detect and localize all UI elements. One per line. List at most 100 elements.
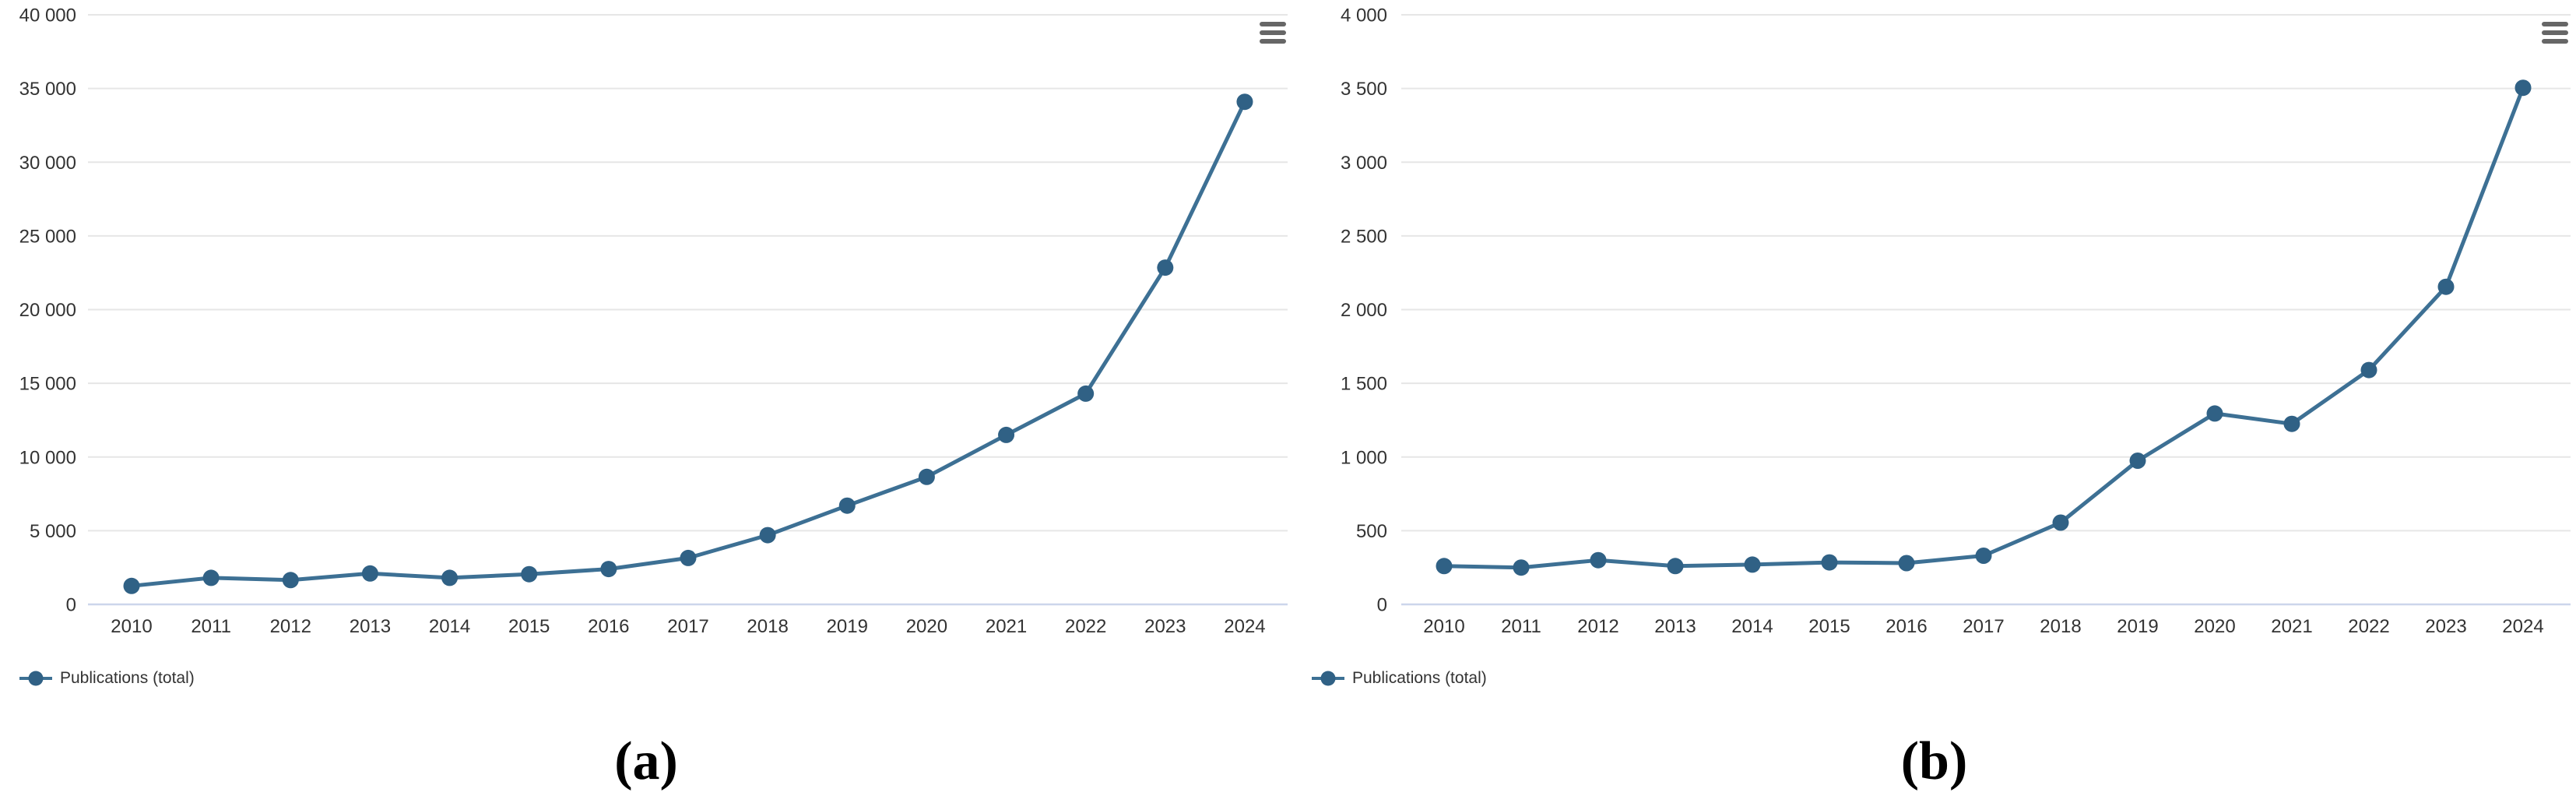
x-axis-tick-label: 2016 [1885, 616, 1927, 637]
legend-marker-icon [1312, 671, 1344, 686]
x-axis-tick-label: 2012 [270, 616, 311, 637]
line-chart-b: 0 500 1 000 1 500 2 000 2 500 3 000 3 500 4 000 2… [1341, 5, 2571, 637]
data-point-2022[interactable] [2360, 361, 2377, 379]
data-point-2016[interactable] [600, 561, 617, 578]
x-axis-tick-label: 2010 [1423, 616, 1464, 637]
chart-panel-b: 0 500 1 000 1 500 2 000 2 500 3 000 3 500 4 000 2… [1292, 0, 2576, 803]
x-axis-tick-label: 2012 [1577, 616, 1618, 637]
x-axis-tick-label: 2021 [986, 616, 1027, 637]
data-point-2014[interactable] [1744, 556, 1761, 573]
data-point-2019[interactable] [2129, 453, 2146, 469]
data-point-2023[interactable] [2437, 278, 2455, 295]
y-axis-tick-label: 1 500 [1341, 374, 1387, 395]
data-point-2011[interactable] [202, 569, 220, 586]
data-point-2013[interactable] [1667, 558, 1684, 575]
x-axis-tick-label: 2011 [1501, 616, 1541, 637]
y-axis-tick-label: 1 000 [1341, 447, 1387, 468]
y-axis-tick-label: 500 [1356, 521, 1387, 542]
x-axis-tick-label: 2015 [508, 616, 550, 637]
x-axis-tick-label: 2020 [906, 616, 947, 637]
data-point-2015[interactable] [1821, 554, 1838, 571]
x-axis-tick-label: 2020 [2194, 616, 2235, 637]
x-axis-tick-label: 2019 [2117, 616, 2158, 637]
chart-panel-a: 0 5 000 10 000 15 000 20 000 25 000 30 000 35 0… [17, 5, 1288, 791]
x-axis-tick-label: 2022 [1065, 616, 1106, 637]
series-line-publications-total [1442, 86, 2525, 570]
x-axis-tick-label: 2024 [1224, 616, 1265, 637]
menu-bar [2542, 22, 2568, 26]
x-axis-tick-label: 2013 [1654, 616, 1696, 637]
menu-bar [1260, 39, 1286, 44]
line-chart-a: 0 5 000 10 000 15 000 20 000 25 000 30 000 35 0… [19, 5, 1288, 637]
x-axis-tick-label: 2016 [588, 616, 629, 637]
legend-item-publications-total[interactable]: Publications (total) [1309, 667, 1487, 690]
y-axis-tick-label: 25 000 [19, 226, 76, 247]
hamburger-menu-icon[interactable] [2542, 22, 2568, 44]
x-axis-tick-label: 2015 [1808, 616, 1850, 637]
x-axis-tick-label: 2011 [191, 616, 231, 637]
y-axis-tick-label: 2 500 [1341, 226, 1387, 247]
data-point-2018[interactable] [2052, 514, 2069, 531]
legend-item-publications-total[interactable]: Publications (total) [17, 667, 195, 690]
data-point-2010[interactable] [1436, 558, 1453, 575]
x-axis-tick-label: 2022 [2348, 616, 2389, 637]
x-axis-tick-label: 2017 [667, 616, 708, 637]
y-axis-tick-label: 10 000 [19, 447, 76, 468]
x-axis-tick-label: 2013 [350, 616, 391, 637]
x-axis-tick-label: 2024 [2502, 616, 2543, 637]
data-point-2012[interactable] [1590, 551, 1607, 569]
y-axis-tick-label: 2 000 [1341, 300, 1387, 321]
data-point-2015[interactable] [521, 565, 538, 583]
menu-bar [2542, 30, 2568, 35]
y-axis-tick-label: 35 000 [19, 79, 76, 100]
legend-label: Publications (total) [1352, 669, 1487, 687]
y-axis-tick-label: 3 000 [1341, 153, 1387, 174]
x-axis-tick-label: 2023 [2425, 616, 2466, 637]
data-point-2019[interactable] [838, 497, 856, 514]
data-point-2020[interactable] [918, 468, 935, 485]
hamburger-menu-icon[interactable] [1260, 22, 1286, 44]
x-axis-tick-label: 2014 [1731, 616, 1773, 637]
data-point-2011[interactable] [1513, 559, 1530, 576]
y-axis-tick-label: 20 000 [19, 300, 76, 321]
data-point-2012[interactable] [282, 572, 299, 589]
y-axis-tick-label: 15 000 [19, 374, 76, 395]
menu-bar [1260, 30, 1286, 35]
data-point-2016[interactable] [1898, 555, 1915, 572]
y-axis-tick-label: 0 [1377, 595, 1387, 616]
data-point-2024[interactable] [1236, 93, 1253, 111]
y-axis-tick-label: 30 000 [19, 153, 76, 174]
legend-marker-icon [19, 671, 52, 686]
data-point-2020[interactable] [2206, 405, 2223, 422]
x-axis-tick-label: 2018 [2040, 616, 2081, 637]
x-axis-tick-label: 2010 [111, 616, 152, 637]
y-axis-tick-label: 4 000 [1341, 5, 1387, 26]
data-point-2021[interactable] [2283, 415, 2300, 432]
x-axis-tick-label: 2023 [1144, 616, 1186, 637]
data-point-2014[interactable] [441, 569, 459, 586]
data-point-2023[interactable] [1157, 259, 1174, 276]
legend-label: Publications (total) [60, 669, 195, 687]
x-axis-tick-label: 2014 [429, 616, 470, 637]
series-line-publications-total [129, 100, 1247, 588]
x-axis-tick-label: 2021 [2271, 616, 2312, 637]
caption-b: (b) [1900, 731, 1968, 791]
y-axis-tick-label: 5 000 [30, 521, 76, 542]
data-point-2018[interactable] [759, 527, 776, 544]
data-point-2024[interactable] [2514, 79, 2532, 97]
data-point-2021[interactable] [998, 426, 1015, 443]
y-axis-tick-label: 0 [66, 595, 76, 616]
caption-a: (a) [614, 731, 678, 791]
x-axis-tick-label: 2019 [827, 616, 868, 637]
data-point-2022[interactable] [1077, 385, 1095, 402]
x-axis-tick-label: 2018 [747, 616, 788, 637]
menu-bar [2542, 39, 2568, 44]
data-point-2017[interactable] [680, 549, 697, 566]
y-axis-tick-label: 3 500 [1341, 79, 1387, 100]
y-axis-tick-label: 40 000 [19, 5, 76, 26]
data-point-2013[interactable] [361, 565, 378, 582]
menu-bar [1260, 22, 1286, 26]
data-point-2017[interactable] [1975, 548, 1992, 564]
data-point-2010[interactable] [123, 577, 140, 594]
